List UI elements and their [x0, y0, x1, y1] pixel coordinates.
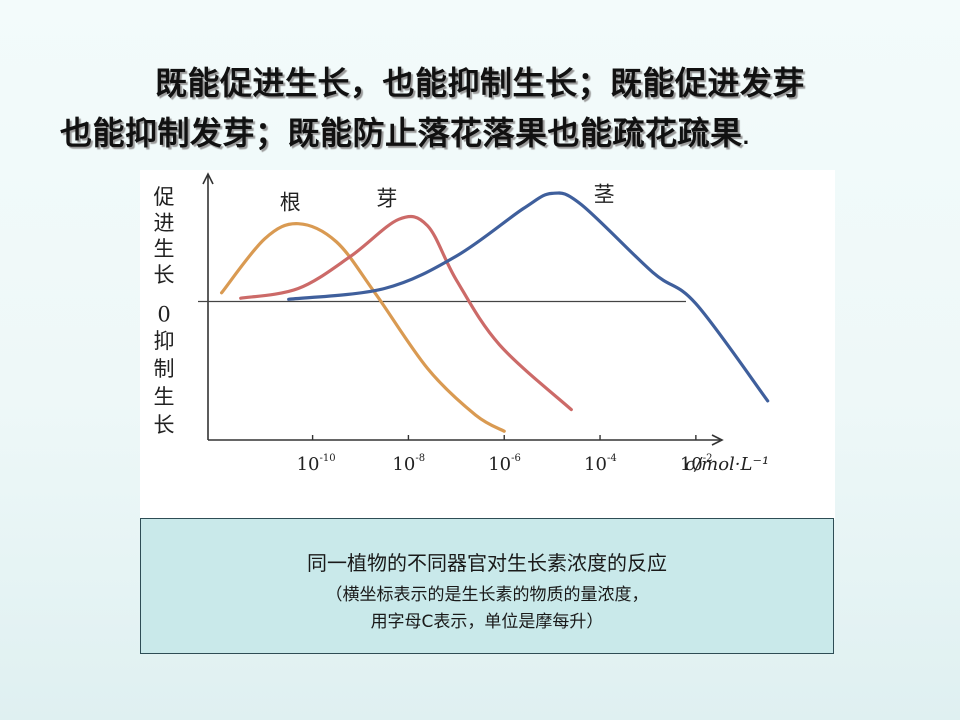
x-tick-label: 10-10: [297, 453, 336, 475]
x-tick-exponent: -8: [415, 453, 425, 464]
x-tick-base: 10: [584, 454, 607, 475]
x-tick-exponent: -10: [320, 453, 336, 464]
caption-box: 同一植物的不同器官对生长素浓度的反应 （横坐标表示的是生长素的物质的量浓度， 用…: [140, 518, 834, 654]
caption-title: 同一植物的不同器官对生长素浓度的反应: [307, 551, 667, 575]
chart-image: 促进生长 0 抑制生长 10-10 10-8 10-6 10-4 10-2 c/mol·L⁻¹ 根…: [140, 170, 835, 520]
stem-curve-label: 茎: [594, 182, 615, 206]
x-unit-label: c/mol·L⁻¹: [685, 454, 769, 475]
x-tick-base: 10: [297, 454, 320, 475]
y-label-inhibit-char: 抑: [154, 329, 175, 353]
caption-note-line-1: （横坐标表示的是生长素的物质的量浓度，: [325, 585, 649, 605]
x-tick-exponent: -6: [511, 453, 521, 464]
x-tick-base: 10: [488, 454, 511, 475]
x-tick-label: 10-6: [488, 453, 521, 475]
caption-note-line-2: 用字母C表示，单位是摩每升）: [370, 612, 604, 632]
x-tick-base: 10: [392, 454, 415, 475]
headline: 既能促进生长，也能抑制生长；既能促进发芽 也能抑制发芽；既能防止落花落果也能疏花…: [60, 58, 920, 164]
bud-curve-label: 芽: [376, 186, 397, 210]
x-tick-label: 10-2: [680, 453, 713, 475]
y-label-promote-char: 长: [154, 263, 175, 287]
headline-line-2: 也能抑制发芽；既能防止落花落果也能疏花疏果.: [60, 108, 920, 164]
headline-line-2-text: 也能抑制发芽；既能防止落花落果也能疏花疏果: [60, 114, 743, 152]
y-label-inhibit-char: 制: [154, 357, 175, 381]
headline-line-1: 既能促进生长，也能抑制生长；既能促进发芽: [155, 64, 806, 102]
x-tick-exponent: -4: [607, 453, 617, 464]
x-axis-arrow: [711, 434, 724, 446]
y-label-promote-char: 生: [154, 237, 175, 261]
x-tick-label: 10-8: [392, 453, 425, 475]
x-tick-label: 10-4: [584, 453, 617, 475]
y-axis-arrow: [202, 172, 214, 185]
y-label-inhibit-char: 长: [154, 413, 175, 437]
y-zero-label: 0: [157, 302, 170, 326]
y-label-promote-char: 进: [154, 211, 175, 235]
headline-end-mark: .: [742, 128, 750, 149]
y-label-promote-char: 促: [154, 185, 175, 209]
stem-curve: [287, 191, 770, 403]
bud-curve: [239, 214, 573, 412]
root-curve-label: 根: [280, 191, 301, 215]
x-tick-base: 10: [680, 454, 703, 475]
root-curve: [220, 222, 506, 433]
x-tick-exponent: -2: [703, 453, 713, 464]
y-label-inhibit-char: 生: [154, 385, 175, 409]
